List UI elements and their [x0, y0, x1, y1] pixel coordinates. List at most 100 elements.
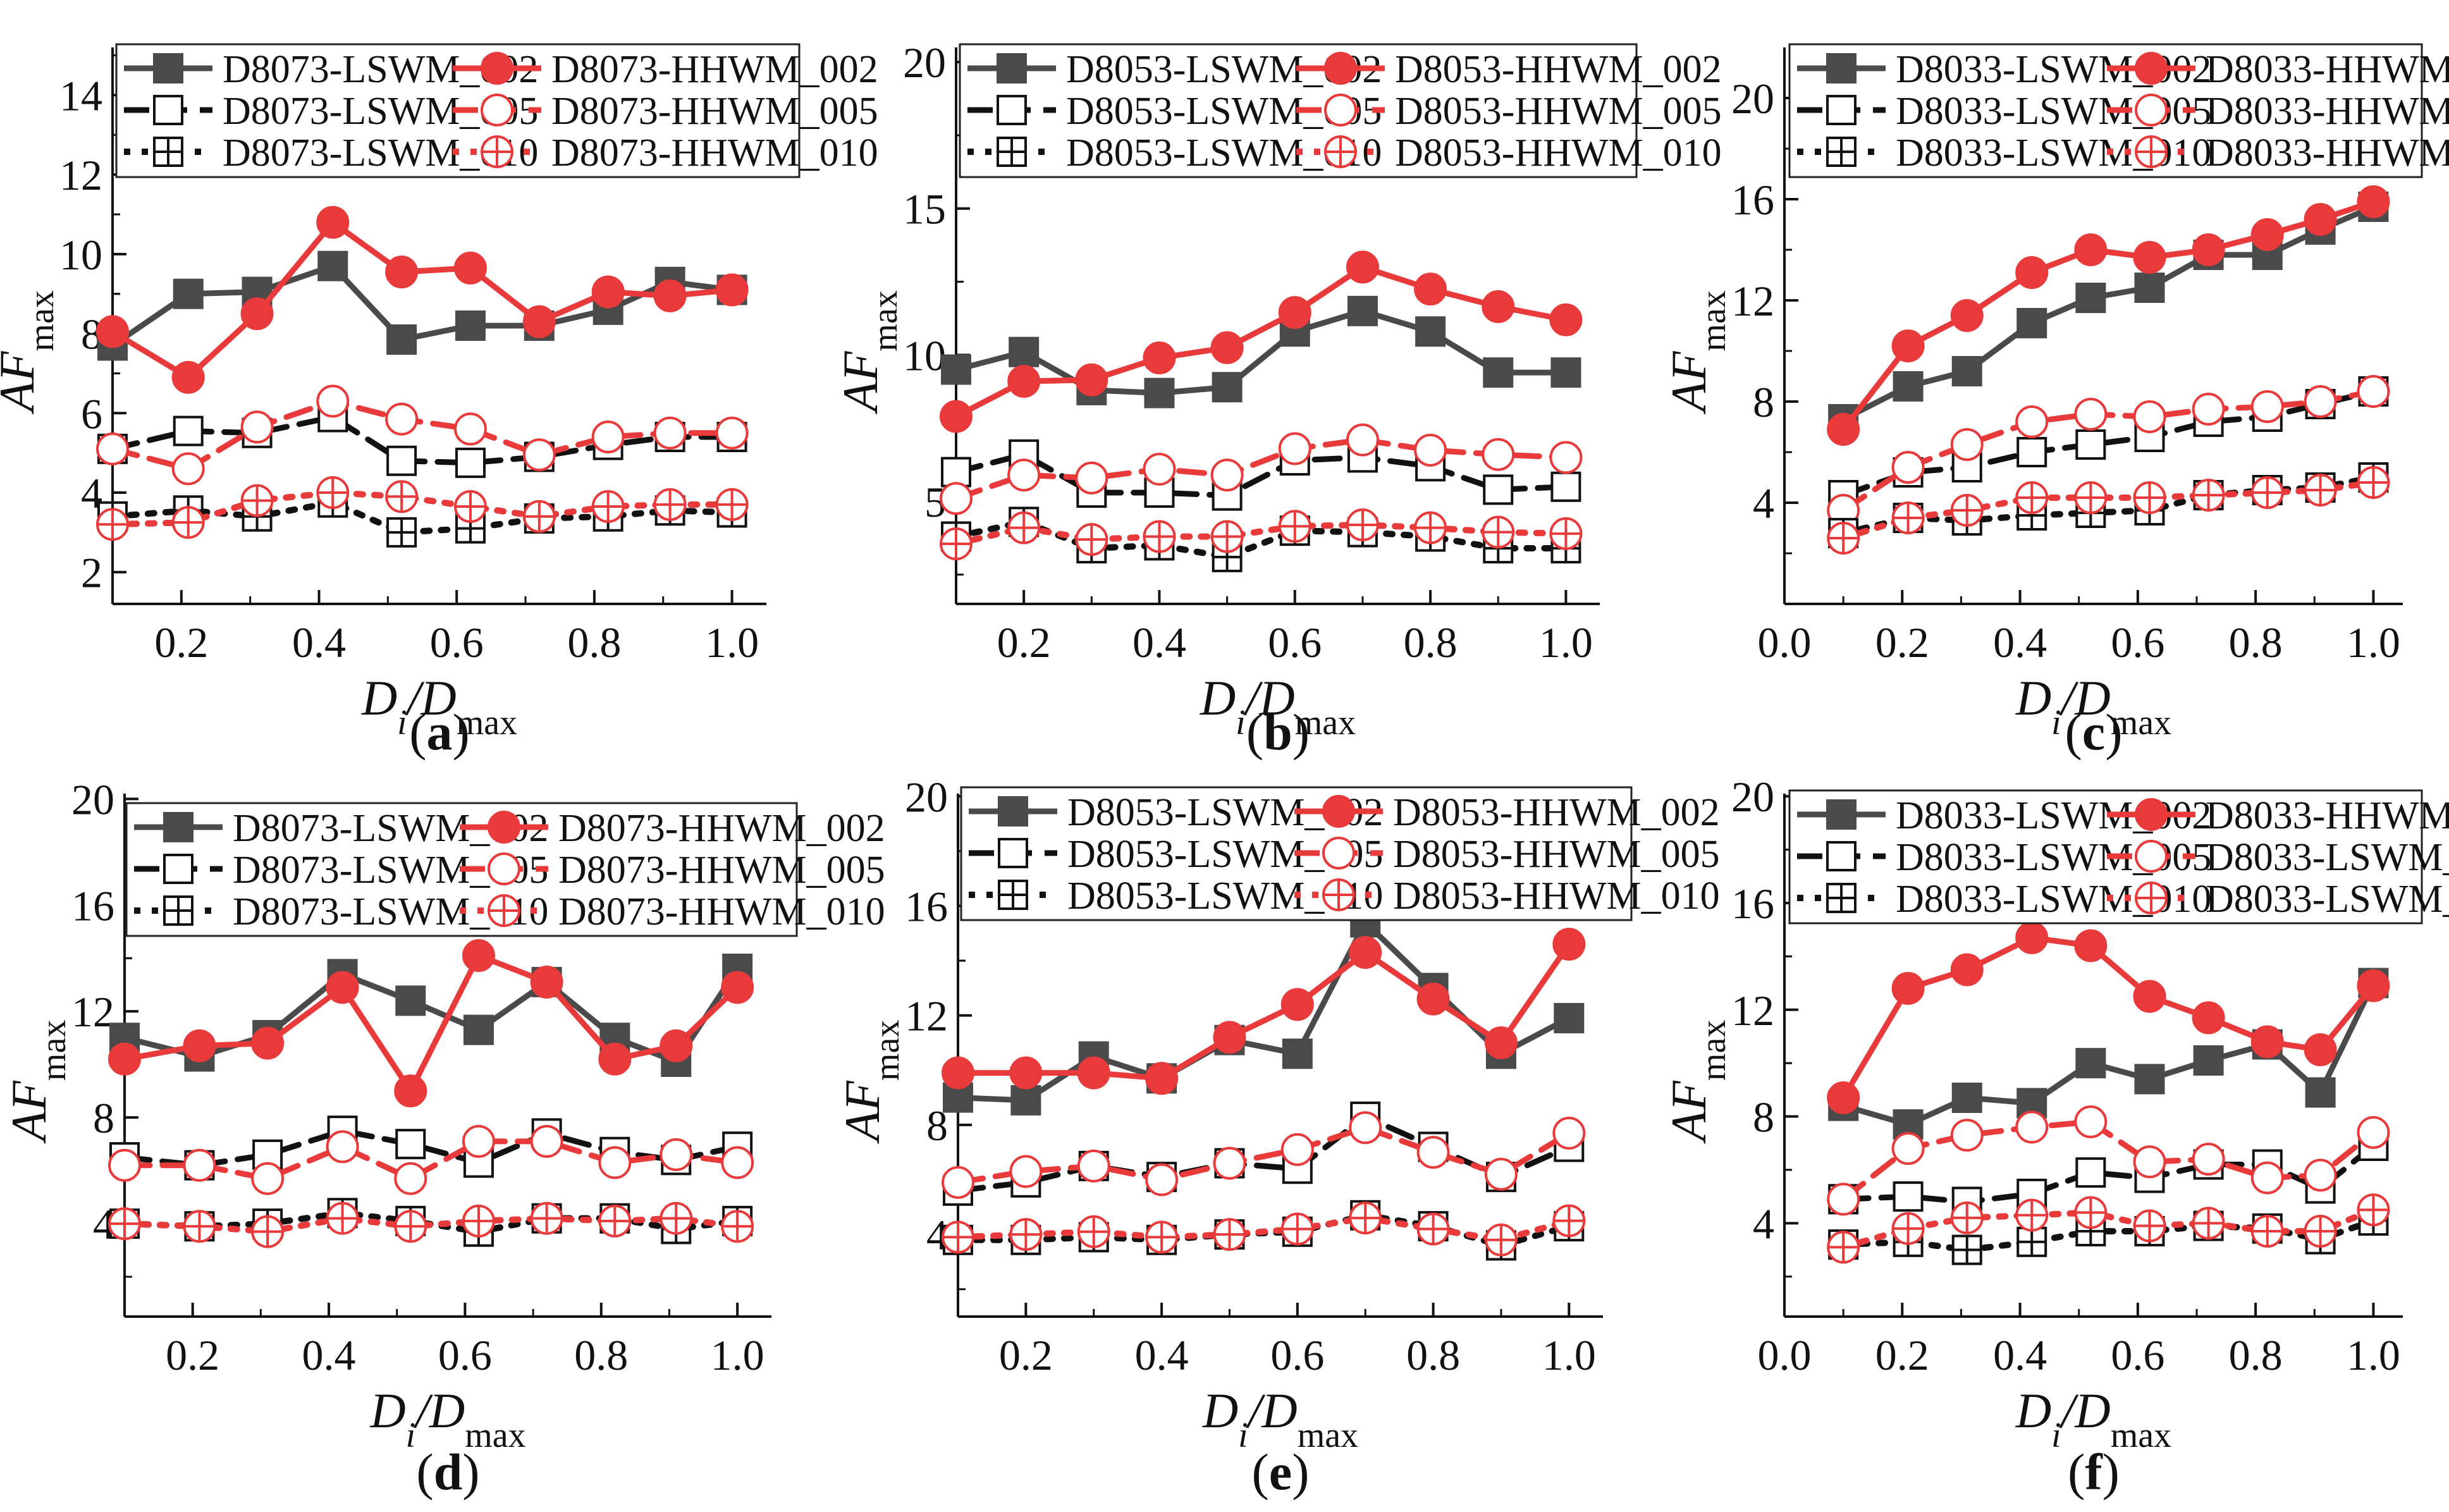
data-point: [2252, 1163, 2283, 1193]
data-point: [109, 1044, 140, 1074]
data-point: [97, 434, 128, 464]
legend-marker: [998, 54, 1026, 82]
data-point: [175, 280, 202, 308]
data-point: [175, 417, 202, 445]
data-point: [717, 274, 747, 305]
legend: D8053-LSWM_002 D8053-HHWM_002D8053-LSWM_0…: [960, 44, 1722, 177]
data-point: [1213, 373, 1241, 401]
data-point: [2195, 1047, 2223, 1074]
y-tick-label: 12: [905, 992, 948, 1040]
data-point: [599, 1044, 630, 1074]
data-point: [2075, 1107, 2106, 1137]
data-point: [2252, 219, 2283, 250]
x-tick-label: 0.6: [1270, 1331, 1324, 1379]
y-tick-label: 20: [1731, 773, 1774, 821]
data-point: [1212, 333, 1243, 363]
legend-marker: [2136, 799, 2166, 830]
data-point: [2134, 402, 2164, 432]
data-point: [1486, 1159, 1516, 1189]
data-point: [2016, 1112, 2047, 1142]
data-point: [1280, 297, 1310, 328]
data-point: [1347, 425, 1378, 455]
panel-label: (c): [2065, 703, 2122, 761]
data-point: [1893, 1133, 1924, 1164]
data-point: [2134, 1146, 2164, 1177]
y-tick-label: 8: [93, 1094, 114, 1142]
legend-entry: D8033-LSWM_005: [2206, 836, 2449, 879]
legend-entry: D8073-HHWM_010: [558, 890, 885, 933]
data-point: [242, 298, 273, 329]
legend: D8073-LSWM_002 D8073-HHWM_002D8073-LSWM_0…: [126, 803, 885, 936]
y-tick-label: 16: [1731, 176, 1774, 224]
data-point: [1952, 954, 1982, 985]
data-point: [1554, 929, 1584, 959]
data-point: [386, 404, 417, 434]
data-point: [1012, 1086, 1040, 1114]
legend-entry: D8073-HHWM_005: [558, 849, 885, 892]
x-tick-label: 0.4: [1135, 1331, 1189, 1379]
legend-entry: D8053-HHWM_002: [1393, 791, 1720, 834]
legend: D8073-LSWM_002 D8073-HHWM_002D8073-LSWM_0…: [116, 44, 878, 177]
data-point: [2135, 274, 2163, 302]
x-tick-label: 0.4: [1132, 618, 1186, 667]
data-point: [395, 1164, 426, 1194]
x-tick-label: 0.4: [292, 618, 346, 667]
legend-entry: D8053-HHWM_010: [1395, 132, 1722, 175]
data-point: [457, 312, 484, 340]
y-axis-title: AFmax: [835, 1020, 907, 1145]
y-tick-label: 16: [1731, 880, 1774, 928]
x-tick-label: 0.6: [430, 618, 484, 667]
data-point: [1828, 1083, 1858, 1113]
x-tick-label: 1.0: [2347, 1331, 2400, 1379]
legend-entry: D8073-HHWM_002: [558, 807, 885, 850]
x-tick-label: 0.4: [302, 1331, 356, 1379]
data-point: [1952, 300, 1982, 331]
data-point: [317, 386, 348, 416]
x-tick-label: 0.8: [1404, 618, 1458, 667]
y-axis-title: AFmax: [1, 1020, 73, 1145]
chart-panel-6: 4 8 12 16 20 0.0 0.2 0.4 0.6 0.8 1.0 Di/Dmax AFmax D8…: [1661, 773, 2449, 1501]
data-point: [1009, 460, 1039, 490]
data-point: [2194, 1002, 2224, 1033]
data-point: [2075, 235, 2106, 265]
series-line: [125, 1219, 737, 1232]
data-point: [1212, 460, 1243, 490]
x-tick-label: 0.8: [1406, 1331, 1460, 1379]
legend-marker: [489, 812, 519, 842]
chart-panel-1: 24681012140.2 0.4 0.6 0.8 1.0Di/DmaxAFmaxD80…: [0, 44, 878, 761]
x-tick-label: 0.6: [438, 1331, 492, 1379]
legend-marker: [1325, 53, 1356, 83]
data-point: [1347, 252, 1378, 282]
series-line: [113, 223, 732, 378]
data-point: [1284, 1040, 1311, 1067]
legend-marker: [154, 96, 182, 124]
series-line: [958, 944, 1569, 1078]
series-1: [1829, 193, 2387, 433]
data-point: [2305, 204, 2336, 235]
y-tick-label: 20: [905, 773, 948, 821]
legend-entry: D8073-HHWM_002: [551, 48, 878, 91]
legend-marker: [1325, 95, 1356, 125]
data-point: [942, 355, 970, 383]
x-tick-label: 0.2: [154, 618, 208, 667]
data-point: [1893, 452, 1924, 482]
data-point: [2016, 407, 2047, 437]
legend-entry: D8053-HHWM_002: [1395, 48, 1722, 91]
data-point: [1144, 343, 1174, 373]
data-point: [1146, 1063, 1177, 1093]
data-point: [328, 1131, 358, 1162]
y-axis-title: AFmax: [0, 290, 61, 415]
legend-marker: [164, 813, 192, 841]
series-1: [944, 909, 1583, 1114]
series-line: [1843, 938, 2373, 1098]
data-point: [1828, 1184, 1858, 1214]
data-point: [1076, 365, 1107, 395]
data-point: [942, 458, 970, 486]
data-point: [1415, 274, 1445, 304]
y-tick-label: 12: [59, 151, 102, 199]
data-point: [2018, 309, 2046, 337]
data-point: [599, 1148, 630, 1178]
x-tick-label: 1.0: [1542, 1331, 1596, 1379]
series-2: [1828, 923, 2388, 1113]
